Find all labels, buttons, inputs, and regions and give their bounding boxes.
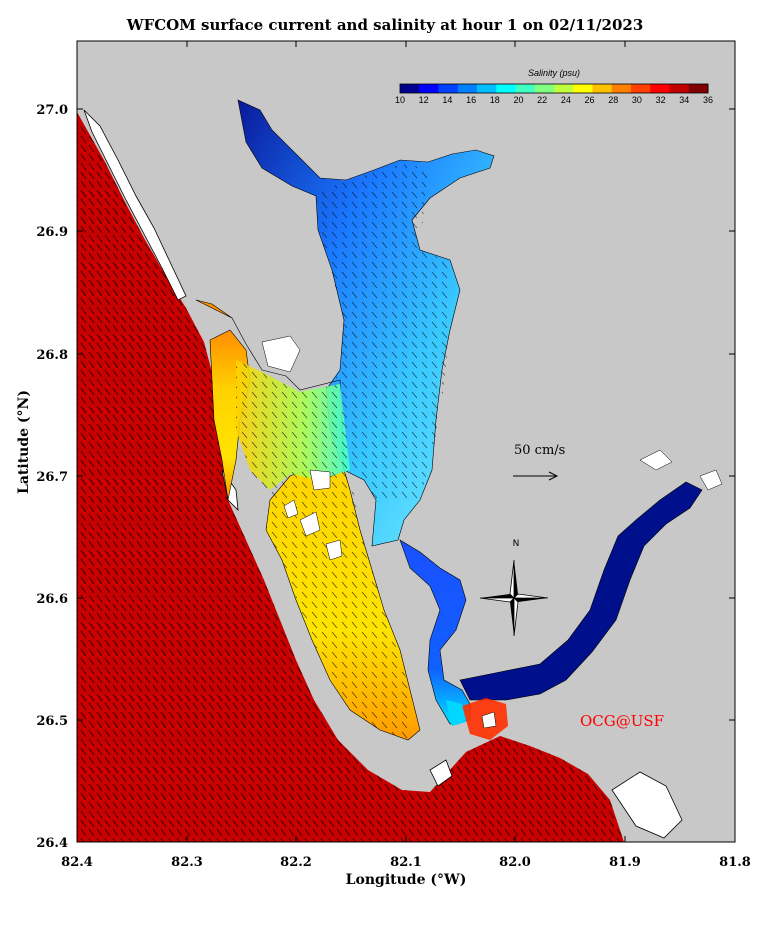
compass-north-label: N: [513, 539, 520, 549]
y-axis-title: Latitude (°N): [16, 390, 32, 494]
credit-label: OCG@USF: [580, 712, 664, 730]
colorbar-tick-label: 16: [466, 95, 476, 105]
colorbar-cell: [515, 84, 536, 93]
y-tick-label: 26.5: [36, 714, 68, 729]
colorbar-tick-label: 26: [585, 95, 595, 105]
colorbar-cell: [573, 84, 593, 93]
colorbar-tick-label: 32: [656, 95, 666, 105]
colorbar-cell: [631, 84, 651, 93]
colorbar-cell: [592, 84, 613, 93]
scale-vector-label: 50 cm/s: [514, 443, 565, 458]
colorbar-tick-label: 18: [490, 95, 500, 105]
colorbar-tick-label: 24: [561, 95, 571, 105]
colorbar-cell: [554, 84, 574, 93]
x-axis-title: Longitude (°W): [346, 872, 467, 888]
y-tick-label: 26.7: [36, 470, 68, 485]
y-tick-label: 26.8: [36, 348, 68, 363]
colorbar-cell: [400, 84, 420, 93]
y-tick-label: 26.6: [36, 592, 68, 607]
axis-ticks: [76, 41, 736, 843]
caloosahatchee-river: [459, 481, 703, 701]
colorbar-tick-label: 20: [513, 95, 523, 105]
colorbar-tick-label: 36: [703, 95, 713, 105]
colorbar-cell: [669, 84, 690, 93]
colorbar-cell: [477, 84, 497, 93]
map-area: [77, 41, 735, 842]
colorbar-cell: [438, 84, 459, 93]
y-tick-label: 27.0: [36, 103, 68, 118]
barrier-islands: [83, 109, 187, 301]
colorbar-cell: [457, 84, 478, 93]
colorbar-cell: [611, 84, 632, 93]
x-tick-label: 82.4: [61, 855, 93, 870]
compass-rose: N: [479, 539, 549, 637]
salinity-colorbar: Salinity (psu) 10 12 14 16 18 20 22 24 26 28 30 32 3…: [395, 68, 713, 105]
scale-vector: 50 cm/s: [513, 443, 565, 481]
colorbar-cell: [688, 84, 709, 93]
colorbar-tick-label: 12: [419, 95, 429, 105]
map-title: WFCOM surface current and salinity at ho…: [126, 16, 644, 34]
colorbar-tick-label: 34: [679, 95, 689, 105]
y-tick-label: 26.4: [36, 836, 68, 851]
x-tick-label: 82.2: [280, 855, 312, 870]
colorbar-cell: [496, 84, 516, 93]
x-tick-label: 82.0: [499, 855, 531, 870]
sound-islands: [261, 335, 723, 729]
colorbar-tick-label: 28: [608, 95, 618, 105]
colorbar-tick-label: 22: [537, 95, 547, 105]
x-tick-label: 81.9: [609, 855, 641, 870]
colorbar-tick-label: 14: [442, 95, 452, 105]
colorbar-tick-label: 30: [632, 95, 642, 105]
colorbar-cell: [650, 84, 670, 93]
colorbar-cell: [534, 84, 555, 93]
colorbar-tick-label: 10: [395, 95, 405, 105]
x-tick-label: 82.1: [390, 855, 422, 870]
x-tick-label: 81.8: [719, 855, 751, 870]
colorbar-cell: [419, 84, 439, 93]
y-tick-label: 26.9: [36, 225, 68, 240]
colorbar-title: Salinity (psu): [528, 68, 580, 78]
x-tick-label: 82.3: [171, 855, 203, 870]
